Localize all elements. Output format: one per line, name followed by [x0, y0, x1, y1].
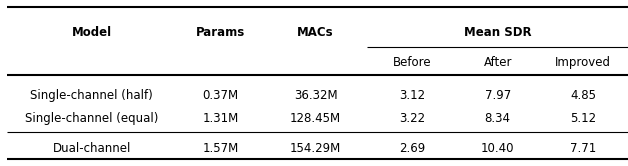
Text: Single-channel (equal): Single-channel (equal) — [25, 112, 158, 125]
Text: Dual-channel: Dual-channel — [53, 142, 131, 155]
Text: After: After — [484, 56, 512, 69]
Text: 0.37M: 0.37M — [202, 89, 239, 102]
Text: Params: Params — [196, 26, 245, 39]
Text: 128.45M: 128.45M — [290, 112, 341, 125]
Text: 3.22: 3.22 — [399, 112, 426, 125]
Text: 5.12: 5.12 — [570, 112, 596, 125]
Text: 10.40: 10.40 — [481, 142, 514, 155]
Text: 1.57M: 1.57M — [202, 142, 239, 155]
Text: 3.12: 3.12 — [399, 89, 426, 102]
Text: Improved: Improved — [555, 56, 611, 69]
Text: Single-channel (half): Single-channel (half) — [31, 89, 153, 102]
Text: 7.71: 7.71 — [570, 142, 596, 155]
Text: 4.85: 4.85 — [570, 89, 596, 102]
Text: 1.31M: 1.31M — [202, 112, 239, 125]
Text: Before: Before — [393, 56, 432, 69]
Text: 2.69: 2.69 — [399, 142, 426, 155]
Text: 7.97: 7.97 — [485, 89, 511, 102]
Text: Mean SDR: Mean SDR — [464, 26, 531, 39]
Text: 36.32M: 36.32M — [294, 89, 337, 102]
Text: MACs: MACs — [297, 26, 334, 39]
Text: 8.34: 8.34 — [485, 112, 511, 125]
Text: 154.29M: 154.29M — [290, 142, 341, 155]
Text: Model: Model — [72, 26, 112, 39]
